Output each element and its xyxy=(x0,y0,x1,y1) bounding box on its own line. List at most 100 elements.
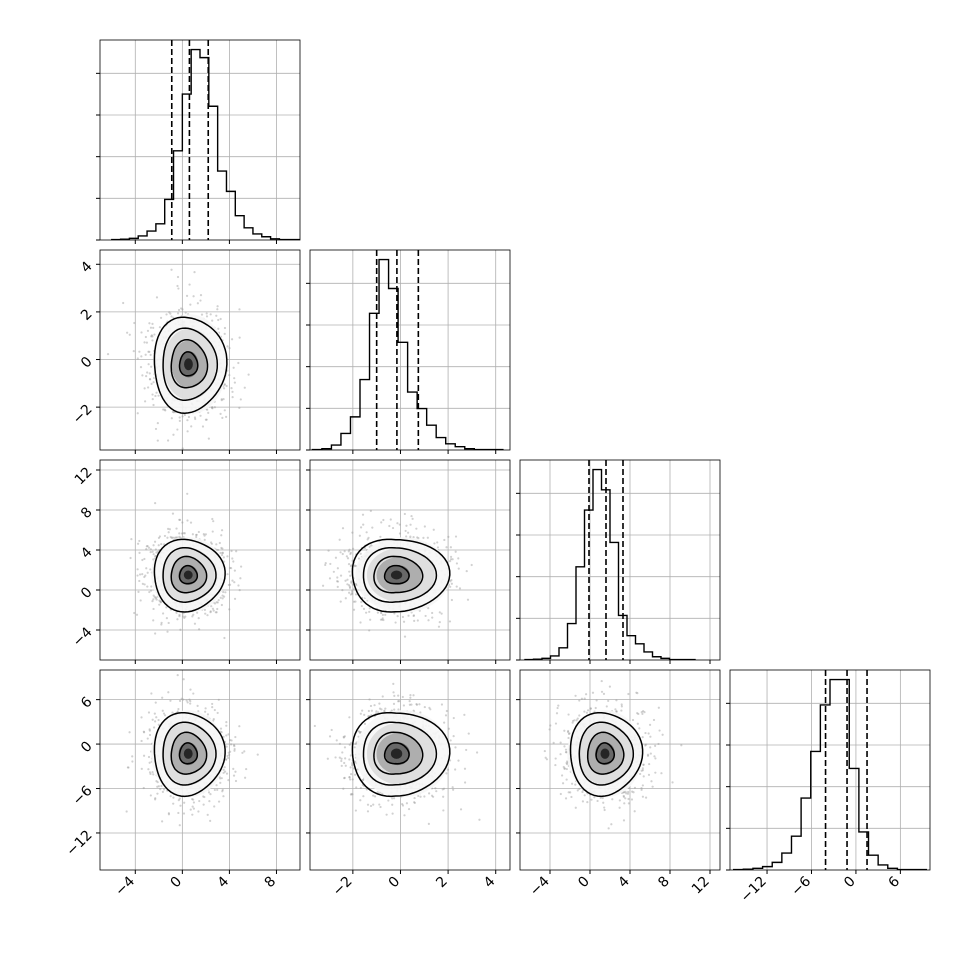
scatter-point xyxy=(351,547,355,550)
scatter-point xyxy=(605,705,608,708)
scatter-point xyxy=(543,749,546,753)
scatter-point xyxy=(143,341,146,344)
scatter-point xyxy=(154,701,157,704)
scatter-point xyxy=(327,549,330,552)
scatter-point xyxy=(405,535,408,538)
scatter-point xyxy=(343,735,346,738)
scatter-point xyxy=(607,827,610,830)
scatter-point xyxy=(412,536,415,539)
scatter-point xyxy=(175,611,178,614)
scatter-point xyxy=(238,725,241,728)
scatter-point xyxy=(129,556,132,560)
scatter-point xyxy=(150,334,153,337)
scatter-point xyxy=(241,751,244,754)
scatter-point xyxy=(136,357,139,360)
scatter-point xyxy=(372,794,375,797)
scatter-point xyxy=(143,575,146,579)
scatter-point xyxy=(348,570,351,573)
scatter-point xyxy=(215,784,218,787)
scatter-point xyxy=(160,621,163,624)
scatter-point xyxy=(193,622,197,625)
scatter-point xyxy=(620,709,623,712)
scatter-point xyxy=(165,606,168,609)
scatter-point xyxy=(150,365,153,368)
scatter-point xyxy=(195,535,198,539)
scatter-point xyxy=(365,531,368,534)
scatter-point xyxy=(166,439,170,442)
scatter-point xyxy=(641,736,644,739)
panel-content xyxy=(730,670,930,870)
scatter-point xyxy=(643,711,646,714)
scatter-point xyxy=(573,719,576,722)
scatter-point xyxy=(369,704,373,708)
scatter-point xyxy=(189,688,192,691)
scatter-point xyxy=(192,807,195,810)
scatter-point xyxy=(142,730,145,733)
scatter-point xyxy=(167,691,170,694)
scatter-point xyxy=(166,630,169,633)
scatter-point xyxy=(149,794,152,797)
scatter-point xyxy=(205,315,209,318)
scatter-point xyxy=(646,753,650,756)
scatter-point xyxy=(133,611,136,615)
y-tick-label: 0 xyxy=(78,738,96,756)
scatter-point xyxy=(345,555,348,558)
scatter-point xyxy=(211,517,214,521)
scatter-point xyxy=(225,772,229,775)
y-tick-label: −2 xyxy=(70,401,96,427)
scatter-point xyxy=(336,567,339,570)
scatter-point xyxy=(635,691,638,694)
scatter-point xyxy=(207,791,211,794)
scatter-point xyxy=(351,591,354,595)
scatter-point xyxy=(149,551,152,554)
scatter-point xyxy=(151,550,154,553)
scatter-point xyxy=(226,573,229,576)
panel-frame xyxy=(99,249,301,451)
scatter-point xyxy=(256,753,259,756)
scatter-point xyxy=(432,795,435,798)
histogram-steps xyxy=(733,678,927,870)
scatter-point xyxy=(401,695,404,699)
scatter-point xyxy=(385,813,388,816)
scatter-point xyxy=(341,552,344,556)
x-tick-label: 4 xyxy=(615,873,633,891)
scatter-point xyxy=(228,566,232,570)
scatter-point xyxy=(349,552,352,556)
scatter-point xyxy=(156,785,159,788)
scatter-point xyxy=(217,698,220,701)
scatter-point xyxy=(586,801,589,804)
y-tick-label: 6 xyxy=(78,694,96,712)
scatter-point xyxy=(155,598,158,601)
scatter-point xyxy=(231,396,234,399)
scatter-point xyxy=(199,414,202,417)
scatter-point xyxy=(397,708,400,711)
scatter-point xyxy=(583,697,586,700)
scatter-point xyxy=(566,760,569,763)
scatter-point xyxy=(221,790,224,793)
scatter-point xyxy=(205,418,208,421)
scatter-point xyxy=(222,560,226,563)
scatter-point xyxy=(143,557,146,561)
scatter-point xyxy=(225,734,228,737)
scatter-point xyxy=(203,538,206,541)
scatter-point xyxy=(351,778,354,781)
scatter-point xyxy=(565,751,568,754)
scatter-point xyxy=(232,774,236,777)
scatter-point xyxy=(153,595,156,598)
y-tick-label: 4 xyxy=(78,259,96,277)
scatter-point xyxy=(136,542,140,545)
scatter-point xyxy=(181,415,184,418)
scatter-point xyxy=(391,797,394,800)
histogram-panel-0 xyxy=(96,39,301,244)
scatter-point xyxy=(209,611,212,614)
scatter-point xyxy=(149,326,153,329)
scatter-point xyxy=(627,692,630,696)
scatter-point xyxy=(642,775,645,778)
scatter-point xyxy=(339,600,342,603)
scatter-point xyxy=(335,739,338,742)
scatter-point xyxy=(636,692,639,695)
scatter-point xyxy=(581,790,584,794)
scatter-point xyxy=(233,745,236,748)
contour-line xyxy=(170,731,208,775)
scatter-point xyxy=(633,786,637,789)
